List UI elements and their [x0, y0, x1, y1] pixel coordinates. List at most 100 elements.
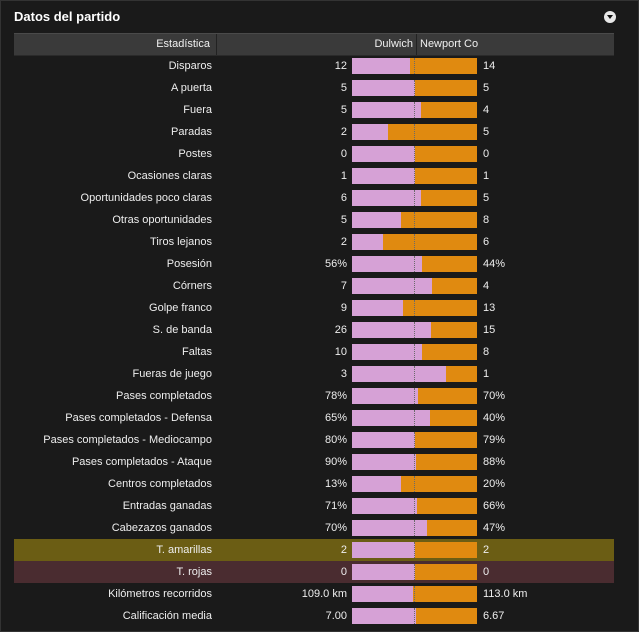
stat-row: Pases completados - Defensa 65% 40%	[14, 407, 614, 429]
comparison-bar	[352, 498, 477, 514]
comparison-bar	[352, 454, 477, 470]
bar-midline	[414, 146, 416, 162]
stat-row: Faltas 10 8	[14, 341, 614, 363]
away-value: 2	[483, 544, 490, 556]
stat-row: Tiros lejanos 2 6	[14, 231, 614, 253]
comparison-bar	[352, 432, 477, 448]
bar-midline	[414, 366, 416, 382]
home-bar-fill	[352, 388, 418, 404]
home-bar-fill	[352, 300, 403, 316]
stat-label: Pases completados	[116, 390, 212, 402]
stat-row: Cabezazos ganados 70% 47%	[14, 517, 614, 539]
away-value: 0	[483, 566, 490, 578]
stat-label: Pases completados - Ataque	[71, 456, 212, 468]
bar-midline	[414, 190, 416, 206]
bar-midline	[414, 234, 416, 250]
bar-midline	[414, 410, 416, 426]
bar-midline	[414, 80, 416, 96]
bar-midline	[414, 542, 416, 558]
panel-title-bar: Datos del partido	[1, 1, 638, 33]
home-bar-fill	[352, 366, 446, 382]
bar-midline	[414, 454, 416, 470]
stat-row: Golpe franco 9 13	[14, 297, 614, 319]
stat-label: Kilómetros recorridos	[108, 588, 212, 600]
stat-label: T. rojas	[176, 566, 212, 578]
comparison-bar	[352, 542, 477, 558]
bar-midline	[414, 520, 416, 536]
away-value: 1	[483, 368, 490, 380]
home-value: 65%	[324, 412, 347, 424]
stat-label: Otras oportunidades	[112, 214, 212, 226]
away-value: 20%	[483, 478, 506, 490]
comparison-bar	[352, 366, 477, 382]
stat-row: Posesión 56% 44%	[14, 253, 614, 275]
bar-midline	[414, 300, 416, 316]
home-bar-fill	[352, 454, 416, 470]
stat-row: Pases completados - Mediocampo 80% 79%	[14, 429, 614, 451]
stat-label: Centros completados	[108, 478, 212, 490]
home-value: 2	[340, 236, 347, 248]
stat-label: Golpe franco	[149, 302, 212, 314]
away-value: 8	[483, 346, 490, 358]
away-value: 66%	[483, 500, 506, 512]
home-bar-fill	[352, 608, 416, 624]
bar-midline	[414, 476, 416, 492]
comparison-bar	[352, 476, 477, 492]
bar-midline	[414, 102, 416, 118]
home-value: 9	[340, 302, 347, 314]
bar-midline	[414, 256, 416, 272]
comparison-bar	[352, 58, 477, 74]
away-value: 47%	[483, 522, 506, 534]
header-divider	[216, 34, 217, 55]
away-value: 79%	[483, 434, 506, 446]
away-value: 15	[483, 324, 496, 336]
stat-row: Fuera 5 4	[14, 99, 614, 121]
away-value: 14	[483, 60, 496, 72]
comparison-bar	[352, 388, 477, 404]
away-value: 4	[483, 280, 490, 292]
stat-label: Oportunidades poco claras	[80, 192, 212, 204]
home-value: 80%	[324, 434, 347, 446]
away-value: 40%	[483, 412, 506, 424]
away-value: 6.67	[483, 610, 505, 622]
header-stat: Estadística	[156, 38, 210, 50]
comparison-bar	[352, 520, 477, 536]
away-value: 6	[483, 236, 490, 248]
comparison-bar	[352, 234, 477, 250]
bar-midline	[414, 564, 416, 580]
header-away-team: Newport Co	[420, 38, 479, 50]
stat-label: Calificación media	[122, 610, 212, 622]
comparison-bar	[352, 190, 477, 206]
stat-label: Fuera	[183, 104, 212, 116]
stat-label: Entradas ganadas	[122, 500, 212, 512]
home-value: 13%	[324, 478, 347, 490]
stat-row: Pases completados - Ataque 90% 88%	[14, 451, 614, 473]
home-value: 26	[334, 324, 347, 336]
bar-midline	[414, 168, 416, 184]
stat-row: Disparos 12 14	[14, 55, 614, 77]
stat-label: Fueras de juego	[132, 368, 213, 380]
home-bar-fill	[352, 542, 415, 558]
collapse-toggle-icon[interactable]	[604, 11, 616, 23]
home-value: 70%	[324, 522, 347, 534]
stat-row: Kilómetros recorridos 109.0 km 113.0 km	[14, 583, 614, 605]
home-bar-fill	[352, 432, 415, 448]
stat-row: Ocasiones claras 1 1	[14, 165, 614, 187]
home-bar-fill	[352, 476, 401, 492]
stat-row: Oportunidades poco claras 6 5	[14, 187, 614, 209]
stat-row: Entradas ganadas 71% 66%	[14, 495, 614, 517]
home-bar-fill	[352, 124, 388, 140]
home-value: 0	[340, 148, 347, 160]
away-value: 70%	[483, 390, 506, 402]
home-bar-fill	[352, 212, 401, 228]
header-divider	[416, 34, 417, 55]
home-value: 5	[340, 104, 347, 116]
home-value: 5	[340, 214, 347, 226]
away-value: 113.0 km	[483, 588, 528, 600]
stat-label: Córners	[172, 280, 212, 292]
away-value: 0	[483, 148, 490, 160]
bar-midline	[414, 212, 416, 228]
bar-midline	[414, 322, 416, 338]
home-bar-fill	[352, 168, 415, 184]
